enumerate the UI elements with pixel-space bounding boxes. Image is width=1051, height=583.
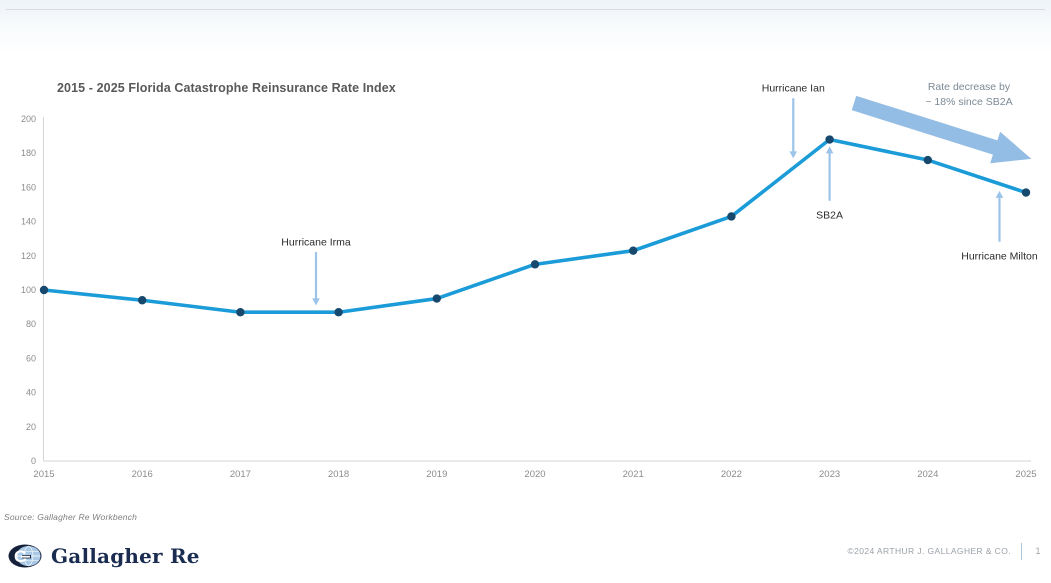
globe-g-icon: G — [8, 544, 42, 568]
y-tick-label: 60 — [26, 353, 36, 363]
ian-label: Hurricane Ian — [762, 83, 825, 95]
data-point-2020 — [530, 260, 540, 269]
x-tick-label: 2024 — [917, 469, 938, 480]
y-tick-label: 180 — [21, 148, 36, 158]
rate-index-line — [43, 137, 1027, 315]
copyright-text: ©2024 ARTHUR J. GALLAGHER & CO. — [847, 546, 1011, 556]
x-tick-label: 2017 — [230, 469, 251, 480]
x-tick-label: 2022 — [721, 469, 742, 480]
x-tick-label: 2019 — [426, 469, 447, 480]
data-point-2019 — [432, 294, 441, 303]
y-tick-label: 40 — [26, 388, 36, 398]
chart-title: 2015 - 2025 Florida Catastrophe Reinsura… — [57, 81, 396, 95]
source-note: Source: Gallagher Re Workbench — [4, 512, 138, 522]
data-point-2024 — [923, 155, 932, 165]
irma-label: Hurricane Irma — [281, 237, 351, 249]
x-tick-label: 2023 — [819, 469, 840, 480]
y-tick-label: 80 — [26, 319, 36, 329]
x-tick-label: 2016 — [132, 469, 153, 480]
ian-arrowhead — [789, 151, 798, 159]
irma-arrowhead — [312, 298, 320, 306]
x-tick-label: 2025 — [1015, 469, 1036, 480]
y-tick-label: 120 — [21, 251, 36, 261]
x-tick-label: 2018 — [328, 469, 349, 480]
gallagher-re-logo: G Gallagher Re — [8, 544, 200, 568]
data-point-2025 — [1021, 188, 1031, 197]
data-point-2016 — [138, 296, 147, 305]
rate-decrease-note-line2: ~ 18% since SB2A — [925, 96, 1013, 108]
y-tick-label: 140 — [21, 217, 36, 227]
data-point-2022 — [727, 212, 736, 221]
sb2a-arrowhead — [825, 146, 834, 154]
milton-label: Hurricane Milton — [961, 250, 1038, 262]
data-point-2015 — [39, 285, 49, 295]
data-point-2017 — [236, 308, 245, 317]
milton-arrowhead — [995, 190, 1004, 198]
page-number: 1 — [1035, 546, 1041, 556]
sb2a-label: SB2A — [816, 209, 843, 221]
y-tick-label: 20 — [26, 422, 36, 432]
header-divider-line — [6, 9, 1045, 10]
y-tick-label: 200 — [21, 114, 36, 124]
x-tick-label: 2015 — [33, 469, 54, 480]
y-tick-label: 160 — [21, 182, 36, 192]
x-tick-label: 2021 — [623, 469, 644, 480]
svg-text:G: G — [14, 547, 27, 566]
rate-decrease-block-arrow — [851, 95, 1032, 164]
data-point-2023 — [825, 135, 834, 144]
data-point-2021 — [629, 246, 638, 255]
y-tick-label: 100 — [21, 285, 36, 295]
rate-decrease-note-line1: Rate decrease by — [927, 81, 1011, 93]
y-tick-label: 0 — [31, 456, 36, 466]
data-point-2018 — [334, 308, 343, 317]
x-tick-label: 2020 — [524, 469, 545, 480]
logo-wordmark: Gallagher Re — [51, 544, 200, 568]
footer-separator — [1021, 543, 1022, 560]
rate-decrease-note: Rate decrease by ~ 18% since SB2A — [902, 80, 1036, 110]
